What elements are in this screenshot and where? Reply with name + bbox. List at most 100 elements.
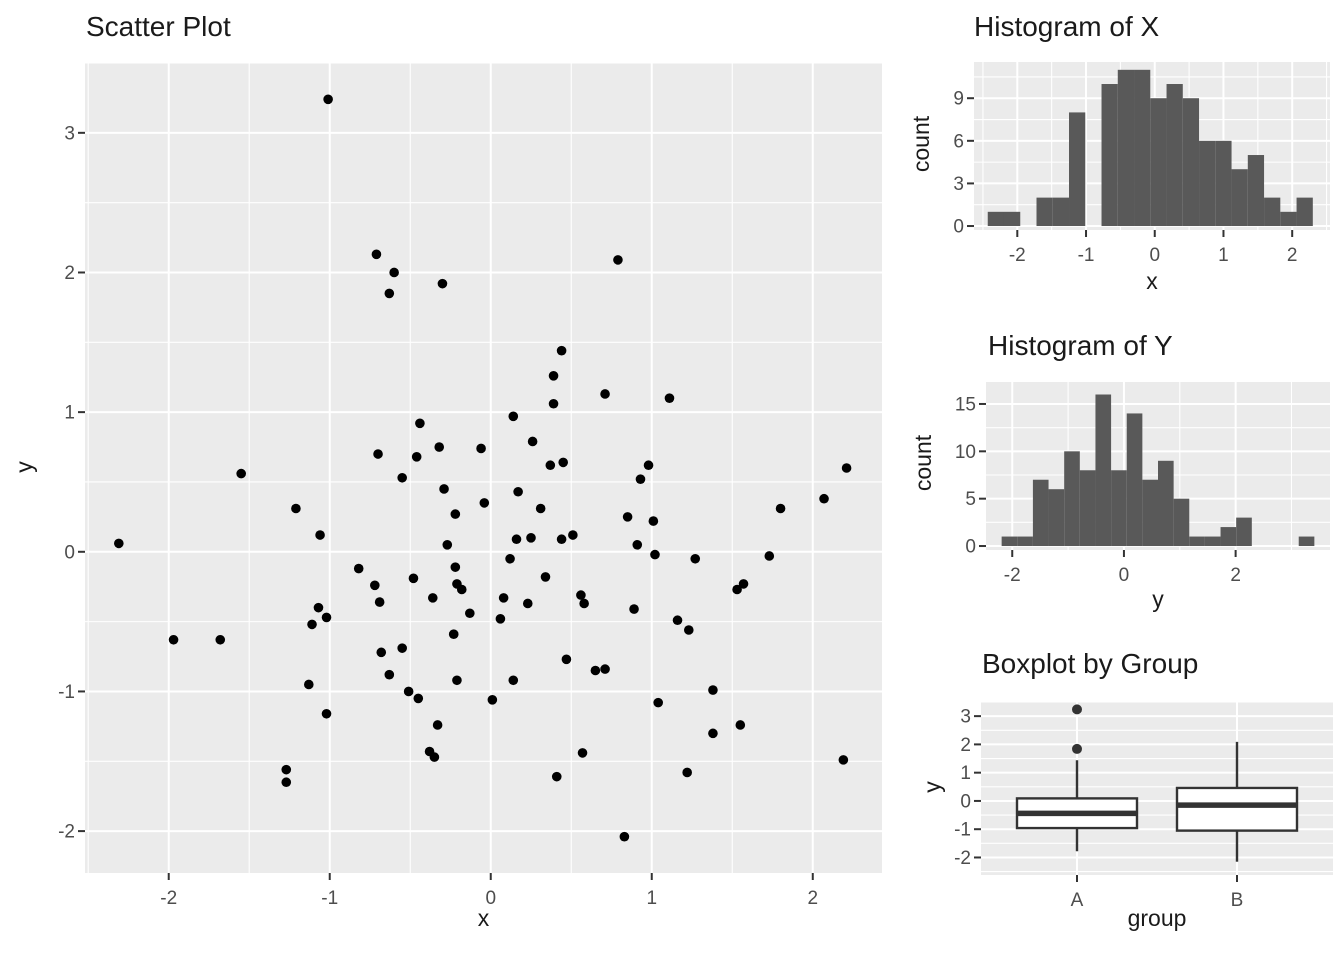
scatter-point [374, 597, 385, 607]
scatter-point [579, 598, 589, 609]
hist-x-bar [1247, 155, 1265, 227]
scatter-point [551, 771, 562, 782]
scatter-point [622, 512, 633, 522]
scatter-point [540, 572, 551, 582]
scatter-point [576, 590, 586, 600]
scatter-point [397, 472, 407, 483]
scatter-point [508, 675, 519, 686]
scatter-point [432, 720, 443, 730]
box-outlier-point [1072, 704, 1082, 715]
scatter-point [321, 708, 332, 719]
hist-y-bar [1126, 413, 1143, 547]
hist-x-bar [1150, 98, 1167, 227]
scatter-point [629, 604, 639, 614]
scatter-y-tick-label: 2 [64, 263, 75, 284]
scatter-point [168, 634, 179, 645]
scatter-point [600, 664, 610, 674]
hist-y-y-tick-label: 5 [965, 489, 976, 510]
scatter-point [321, 612, 332, 623]
scatter-point [403, 686, 414, 697]
scatter-point [437, 278, 448, 289]
scatter-y-tick-label: 3 [64, 123, 75, 144]
hist-x-bar [1231, 169, 1248, 227]
scatter-point [323, 94, 333, 105]
scatter-point [690, 553, 701, 564]
boxplot-y-tick-label: 1 [960, 763, 971, 784]
scatter-point [315, 530, 325, 540]
boxplot-x-tick-label: B [1231, 890, 1244, 911]
scatter-point [643, 460, 654, 471]
scatter-x-axis-title: x [477, 905, 490, 931]
scatter-point [819, 493, 829, 504]
scatter-point [291, 503, 301, 514]
scatter-point [708, 728, 718, 739]
hist-y-bar [1173, 498, 1190, 547]
scatter-point [370, 580, 380, 591]
hist-y-bar [1142, 479, 1158, 547]
scatter-point [648, 516, 659, 526]
boxplot-title: Boxplot by Group [982, 648, 1199, 679]
scatter-point [577, 748, 588, 758]
scatter-point [672, 615, 683, 626]
hist-x-x-tick-label: -1 [1078, 245, 1095, 266]
scatter-point [775, 503, 786, 514]
hist-x-y-tick-label: 6 [953, 131, 964, 152]
scatter-point [682, 767, 692, 778]
scatter-point [556, 534, 567, 545]
scatter-point [513, 486, 523, 497]
hist-x-y-axis-title: count [908, 115, 934, 173]
hist-y-bar [1204, 536, 1221, 547]
boxplot-x-tick-label: A [1071, 890, 1084, 911]
boxplot-y-tick-label: -2 [954, 848, 971, 869]
hist-y-y-axis-title: count [910, 434, 936, 492]
scatter-point [522, 598, 533, 609]
scatter-point [465, 608, 475, 619]
scatter-point [371, 249, 382, 260]
hist-y-y-tick-label: 15 [955, 394, 976, 415]
boxplot-y-axis-title: y [919, 781, 945, 793]
hist-x-x-axis-title: x [1146, 268, 1158, 294]
hist-y-x-tick-label: 2 [1230, 565, 1241, 586]
scatter-point [600, 389, 610, 399]
hist-y-y-tick-label: 10 [955, 442, 976, 463]
hist-x-bar [1052, 197, 1070, 227]
hist-y-bar [1111, 470, 1127, 547]
boxplot-x-axis-title: group [1127, 905, 1187, 931]
box-outlier-point [1072, 743, 1082, 754]
hist-y-title: Histogram of Y [988, 330, 1173, 361]
hist-y-bar [1001, 536, 1018, 547]
hist-x-bar [1134, 69, 1151, 227]
scatter-x-tick-label: -2 [160, 888, 177, 909]
scatter-plot-title: Scatter Plot [86, 11, 231, 42]
hist-y-bar [1017, 536, 1033, 547]
scatter-point [384, 669, 395, 680]
hist-y-x-axis-title: y [1152, 586, 1164, 612]
scatter-point [476, 443, 486, 454]
hist-x-bar [1182, 98, 1200, 227]
scatter-y-axis-title: y [11, 461, 37, 473]
scatter-point [508, 411, 519, 422]
scatter-point [653, 697, 663, 708]
scatter-point [556, 345, 567, 356]
scatter-point [535, 503, 546, 514]
scatter-point [450, 562, 461, 572]
scatter-point [548, 371, 559, 381]
scatter-point [590, 665, 601, 676]
hist-x-y-tick-label: 0 [953, 217, 964, 238]
hist-y-x-tick-label: -2 [1004, 565, 1021, 586]
hist-x-bar [1069, 112, 1086, 227]
hist-y-bar [1064, 451, 1080, 547]
hist-y-bar [1298, 536, 1315, 547]
hist-x-bar [1296, 197, 1313, 227]
scatter-point [683, 625, 694, 635]
boxplot-y-tick-label: -1 [954, 820, 971, 841]
scatter-point [545, 460, 556, 471]
scatter-point [411, 452, 422, 462]
scatter-point [764, 551, 775, 561]
scatter-point [664, 393, 675, 403]
hist-x-title: Histogram of X [974, 11, 1160, 42]
scatter-point [307, 619, 317, 630]
scatter-point [281, 764, 292, 775]
